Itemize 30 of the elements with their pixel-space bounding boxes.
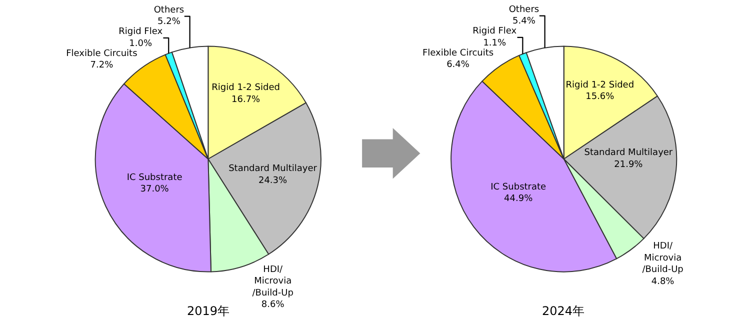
data-label: 6.4%	[446, 60, 470, 70]
data-label: 24.3%	[258, 176, 288, 186]
slice-label: Others	[508, 4, 540, 15]
slice-label: Rigid 1-2 Sided	[566, 80, 634, 90]
data-label: 37.0%	[140, 184, 170, 195]
slice-label: Standard Multilayer	[228, 164, 318, 174]
data-label: 21.9%	[614, 160, 644, 170]
slice-label: Rigid Flex	[118, 27, 164, 38]
text: 2019年	[187, 304, 230, 318]
text: 2024年	[542, 304, 585, 318]
data-label: 7.2%	[90, 60, 114, 71]
slice-label: Rigid Flex	[472, 26, 518, 37]
data-label: 5.4%	[512, 16, 536, 27]
slice-label: Flexible Circuits	[66, 48, 138, 59]
slice-label: Flexible Circuits	[422, 48, 494, 58]
slice-label: HDI/ Microvia /Build-Up	[642, 242, 684, 276]
slice-label: IC Substrate	[490, 182, 547, 192]
data-label: 4.8%	[651, 276, 675, 287]
slice-label: HDI/ Microvia /Build-Up	[252, 265, 294, 298]
slice-label: Rigid 1-2 Sided	[212, 83, 280, 94]
slice-label: Others	[154, 5, 184, 16]
slice-label: Standard Multilayer	[584, 148, 673, 158]
data-label: 1.0%	[129, 38, 152, 49]
slice-label: IC Substrate	[126, 172, 183, 183]
data-label: 15.6%	[586, 92, 615, 102]
data-label: 8.6%	[261, 300, 285, 310]
data-label: 1.1%	[483, 38, 507, 48]
data-label: 5.2%	[158, 17, 181, 28]
data-label: 16.7%	[232, 94, 261, 105]
data-label: 44.9%	[504, 194, 534, 204]
